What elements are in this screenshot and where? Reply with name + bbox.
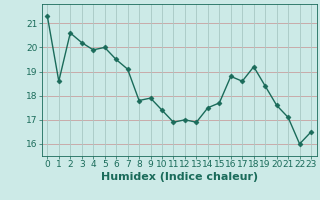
X-axis label: Humidex (Indice chaleur): Humidex (Indice chaleur): [100, 172, 258, 182]
